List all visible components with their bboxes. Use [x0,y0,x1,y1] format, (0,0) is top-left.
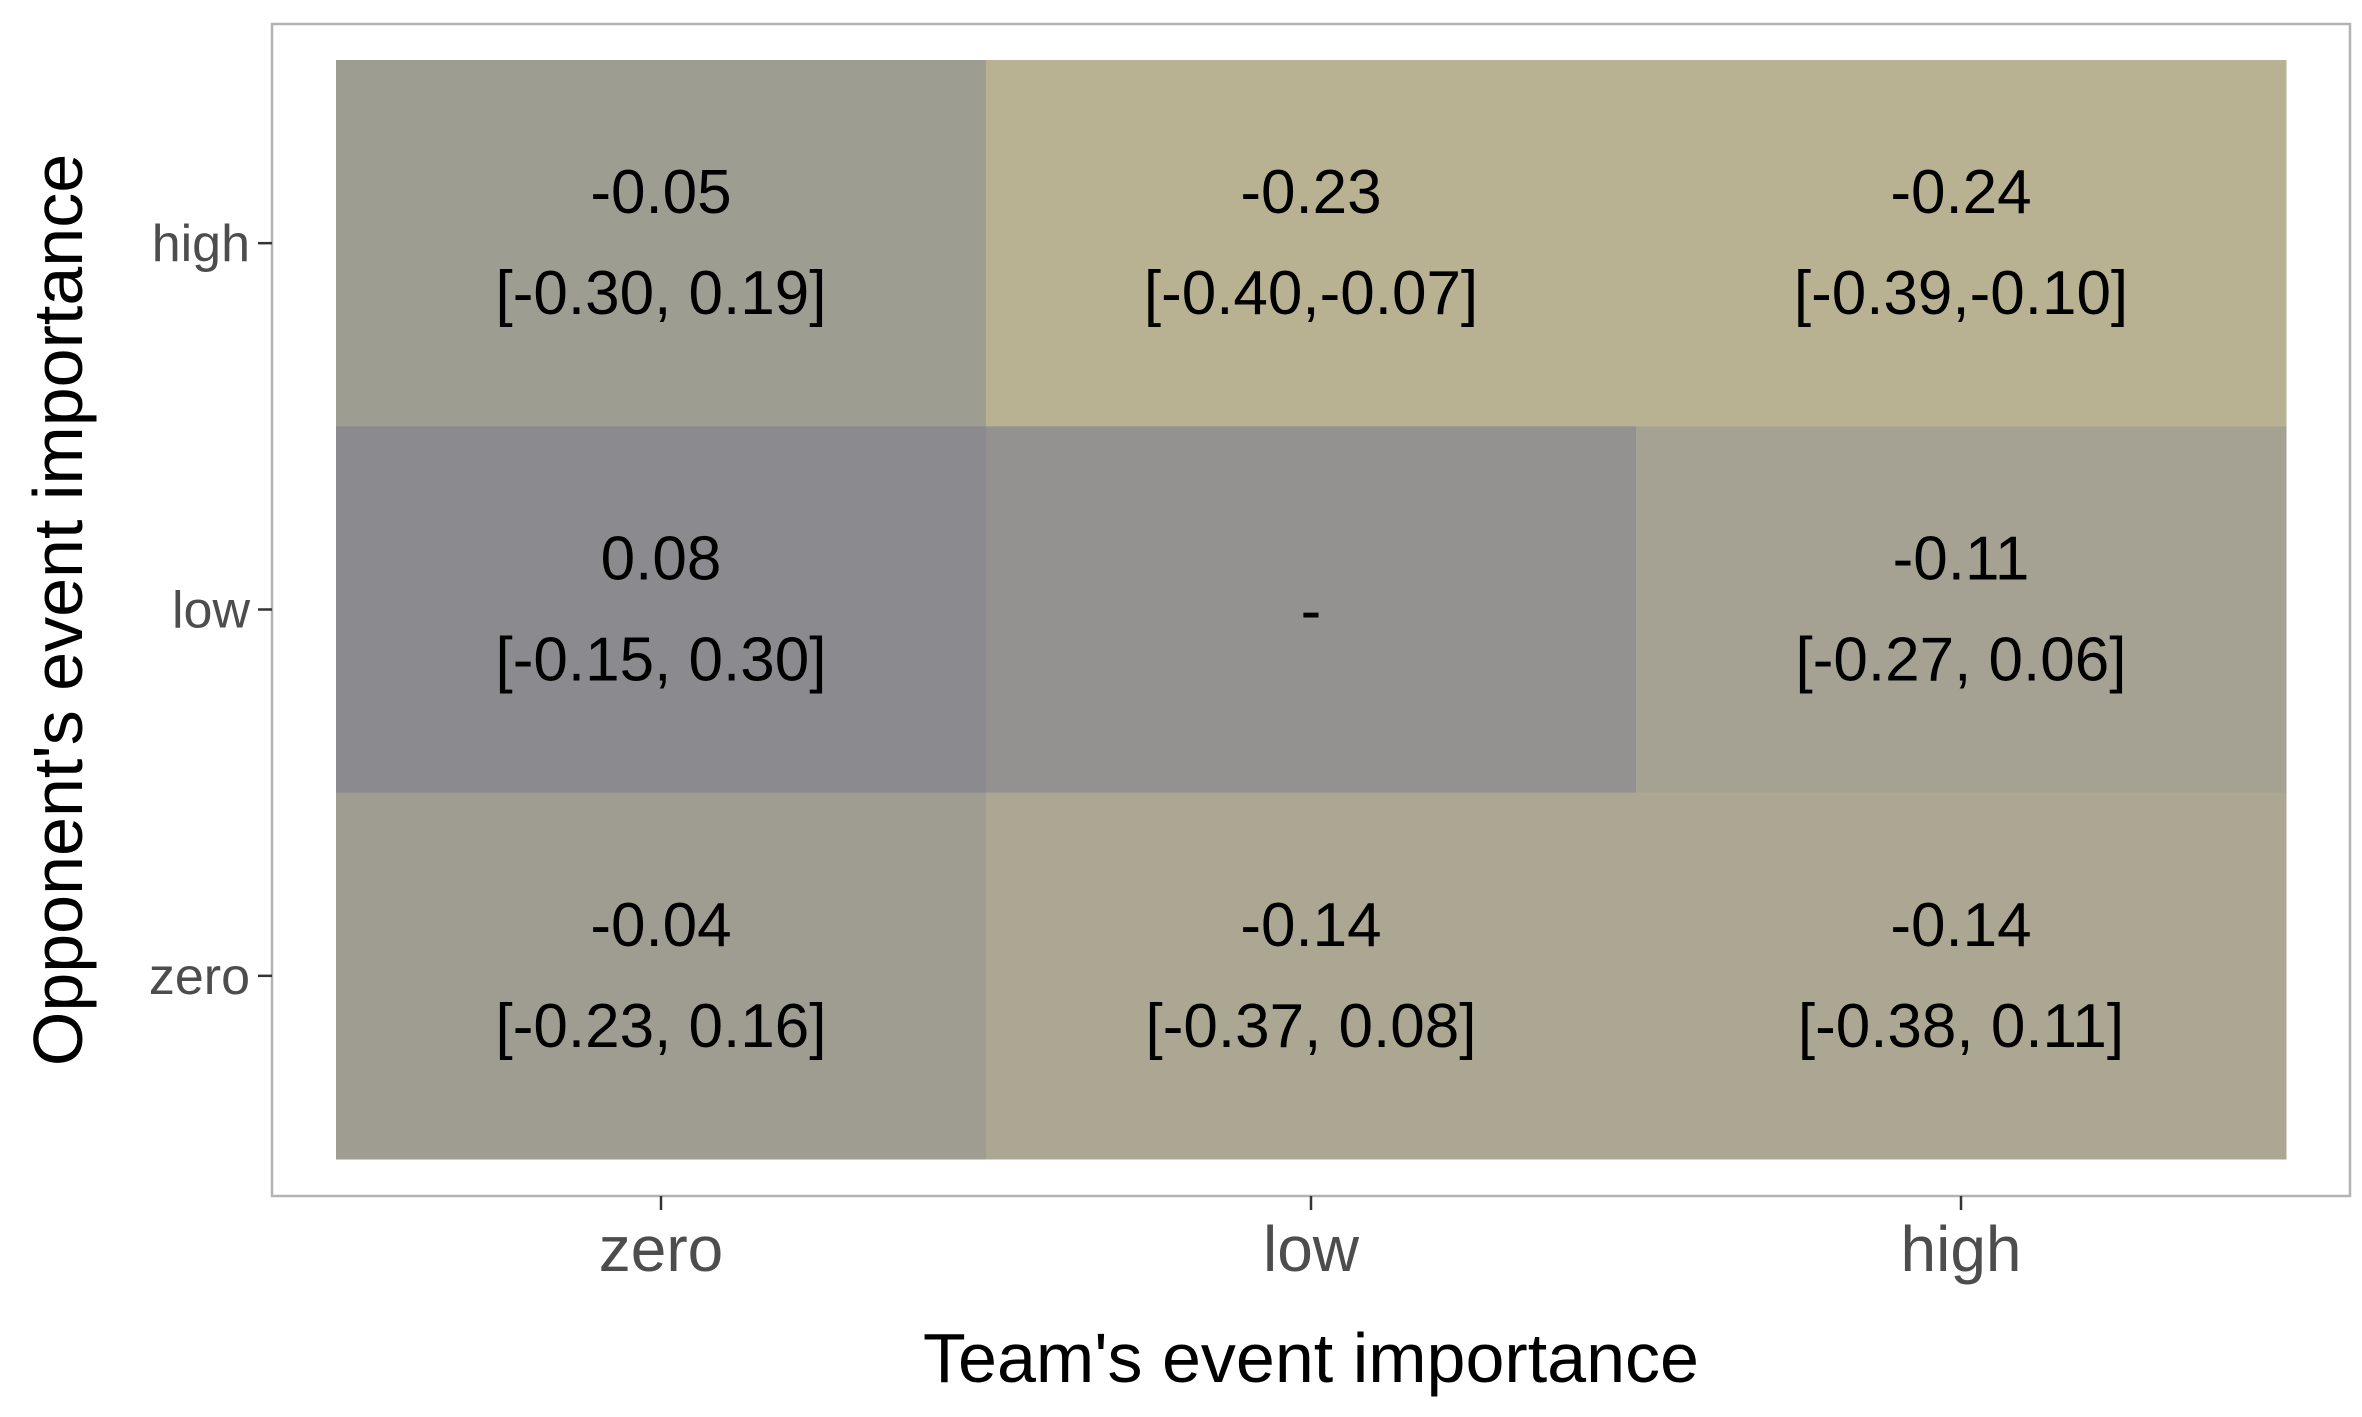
x-tick-label: low [1263,1213,1360,1285]
cell-value-label: -0.23 [1240,158,1381,227]
y-tick-label: zero [149,948,250,1006]
heatmap-cell-low-zero [986,792,1637,1160]
y-tick-label: low [172,582,250,640]
heatmap-cell-zero-high [336,60,987,427]
cell-ci-label: [-0.15, 0.30] [496,626,827,695]
heatmap-cell-low-low [986,426,1637,794]
heatmap-cell-zero-zero [336,792,987,1160]
cell-value-label: -0.04 [590,891,731,960]
x-axis-title: Team's event importance [923,1319,1699,1397]
cell-value-label: -0.11 [1893,525,2030,594]
cell-ci-label: [-0.39,-0.10] [1794,259,2128,328]
heatmap-cell-zero-low [336,426,987,794]
x-axis: zero low high [599,1196,2022,1285]
cell-ci-label: [-0.23, 0.16] [496,992,827,1061]
cell-ci-label: [-0.37, 0.08] [1146,992,1477,1061]
y-tick-label: high [152,215,250,273]
cell-ci-label: [-0.40,-0.07] [1144,259,1478,328]
x-tick-label: high [1901,1213,2022,1285]
heatmap-cells: -0.05 [-0.30, 0.19] -0.23 [-0.40,-0.07] -0.2… [336,60,2287,1160]
heatmap-cell-high-zero [1636,792,2287,1160]
cell-value-label: -0.05 [590,158,731,227]
cell-value-label: -0.14 [1240,891,1381,960]
cell-ci-label: [-0.38, 0.11] [1798,992,2124,1061]
heatmap-cell-low-high [986,60,1637,427]
y-axis-title: Opponent's event importance [19,154,97,1066]
cell-value-label: -0.14 [1890,891,2031,960]
cell-value-label: 0.08 [601,525,722,594]
x-tick-label: zero [599,1213,724,1285]
cell-ci-label: [-0.27, 0.06] [1796,626,2127,695]
heatmap-cell-high-low [1636,426,2287,794]
cell-ci-label: [-0.30, 0.19] [496,259,827,328]
y-axis: zero low high [149,215,272,1006]
cell-value-label: -0.24 [1890,158,2031,227]
cell-value-label: - [1301,577,1322,646]
heatmap-cell-high-high [1636,60,2287,427]
